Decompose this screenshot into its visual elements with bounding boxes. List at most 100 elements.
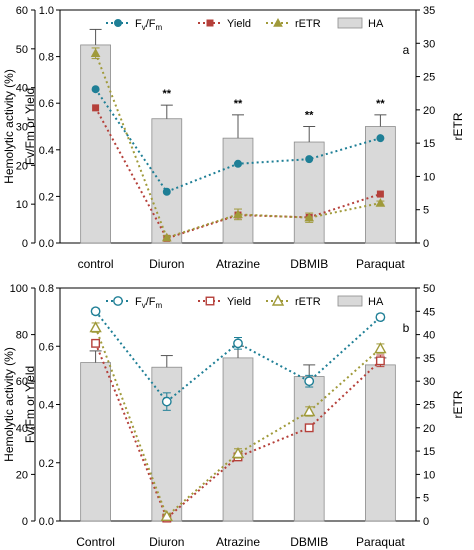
mid-axis-tick-label: 0.6 [39, 98, 54, 110]
right-axis-tick-label: 15 [423, 138, 435, 150]
ha-bar [151, 118, 183, 244]
left-axis-tick-label: 30 [16, 122, 28, 134]
left-axis-tick-label: 0 [22, 238, 28, 250]
mid-axis-label: Fv/Fm or Yield [23, 88, 37, 165]
significance-label: ** [234, 98, 243, 110]
yield-point [375, 356, 385, 366]
panel-letter: b [403, 321, 410, 335]
left-axis-label: Hemolytic activity (%) [2, 69, 16, 184]
retr-point [374, 342, 387, 354]
ha-bar [222, 137, 254, 244]
left-axis-tick-label: 40 [16, 423, 28, 435]
mid-axis-tick-label: 0.4 [39, 400, 54, 412]
retr-point [161, 232, 172, 242]
right-axis-tick-label: 35 [423, 353, 435, 365]
yield-point [376, 190, 384, 198]
category-label: Paraquat [356, 535, 405, 549]
retr-series-line [94, 52, 381, 239]
right-axis-tick-label: 20 [423, 423, 435, 435]
right-axis-tick-label: 0 [423, 516, 429, 528]
retr-point [233, 209, 243, 219]
legend-retr-marker [271, 294, 285, 306]
ha-bar [80, 362, 111, 522]
right-axis-tick-label: 30 [423, 376, 435, 388]
left-axis-tick-label: 20 [16, 469, 28, 481]
retr-point [160, 509, 173, 522]
left-axis-tick-label: 60 [16, 5, 28, 17]
legend-yield-marker [206, 19, 214, 27]
left-axis-tick-label: 0 [22, 516, 28, 528]
mid-axis-tick-label: 0.0 [39, 516, 54, 528]
retr-point [231, 446, 245, 459]
right-axis-tick-label: 5 [423, 205, 429, 217]
right-axis-tick-label: 45 [423, 306, 435, 318]
chart-panel-b: 0 20 40 60 80 100 0.0 0.2 0.4 0.6 0.8 0 5 10 15 20 25 30 3… [2, 283, 465, 549]
right-axis-tick-label: 25 [423, 72, 435, 84]
significance-label: ** [376, 98, 385, 110]
category-label: Atrazine [216, 257, 260, 271]
fvfm-point [90, 306, 101, 317]
ha-bar [222, 357, 254, 522]
right-axis-tick-label: 50 [423, 283, 435, 295]
fvfm-point [161, 396, 172, 407]
left-axis-label: Hemolytic activity (%) [2, 347, 16, 462]
legend: Fv/Fm Yield rETR HA [106, 294, 384, 310]
mid-axis-tick-label: 0.2 [39, 191, 54, 203]
category-label: Diuron [149, 535, 184, 549]
left-axis-tick-label: 50 [16, 44, 28, 56]
left-axis-tick-label: 80 [16, 330, 28, 342]
retr-point [90, 48, 101, 57]
legend-yield-label: Yield [227, 296, 251, 308]
significance-label: ** [305, 110, 314, 122]
retr-point [89, 321, 102, 333]
category-label: Control [76, 535, 115, 549]
fvfm-point [91, 85, 100, 94]
chart-panel-a: 0 10 20 30 40 50 60 0.0 0.2 0.4 0.6 0.8 1.0 0 5 10 15 20 2… [2, 5, 465, 271]
fvfm-point [305, 155, 314, 164]
fvfm-point [304, 376, 315, 387]
category-label: Diuron [149, 257, 184, 271]
significance-label: ** [163, 88, 172, 100]
right-axis-tick-label: 15 [423, 446, 435, 458]
yield-point [304, 423, 314, 433]
legend-fvfm-marker [114, 19, 122, 27]
mid-axis-tick-label: 0.4 [39, 145, 54, 157]
ha-bar [80, 44, 111, 244]
mid-axis-tick-label: 0.0 [39, 238, 54, 250]
retr-point [375, 198, 386, 207]
right-axis-tick-label: 20 [423, 105, 435, 117]
retr-point [303, 405, 316, 417]
mid-axis-tick-label: 1.0 [39, 5, 54, 17]
mid-axis-tick-label: 0.8 [39, 52, 54, 64]
right-axis-tick-label: 40 [423, 330, 435, 342]
legend-retr-marker [273, 17, 283, 27]
mid-axis-tick-label: 0.6 [39, 341, 54, 353]
right-axis-tick-label: 10 [423, 469, 435, 481]
right-axis-tick-label: 35 [423, 5, 435, 17]
fvfm-point [233, 338, 243, 349]
legend-retr-label: rETR [295, 18, 321, 30]
fvfm-point [234, 159, 242, 168]
category-label: DBMIB [290, 535, 328, 549]
panel-letter: a [403, 43, 410, 57]
legend-ha-label: HA [368, 18, 384, 30]
category-label: Paraquat [356, 257, 405, 271]
left-axis-tick-label: 100 [10, 283, 28, 295]
legend-ha-swatch [337, 295, 363, 307]
yield-point [92, 104, 100, 112]
ha-bar [151, 366, 183, 522]
left-axis-tick-label: 20 [16, 160, 28, 172]
category-label: control [78, 257, 114, 271]
yield-point [91, 338, 101, 348]
fvfm-point [376, 134, 385, 143]
left-axis-tick-label: 10 [16, 199, 28, 211]
right-axis-tick-label: 10 [423, 171, 435, 183]
right-axis-label: rETR [451, 112, 465, 140]
legend-fvfm-marker [113, 296, 123, 306]
right-axis-tick-label: 0 [423, 238, 429, 250]
left-axis-tick-label: 40 [16, 83, 28, 95]
mid-axis-tick-label: 0.2 [39, 458, 54, 470]
mid-axis-tick-label: 0.8 [39, 283, 54, 295]
ha-bar [365, 364, 396, 522]
